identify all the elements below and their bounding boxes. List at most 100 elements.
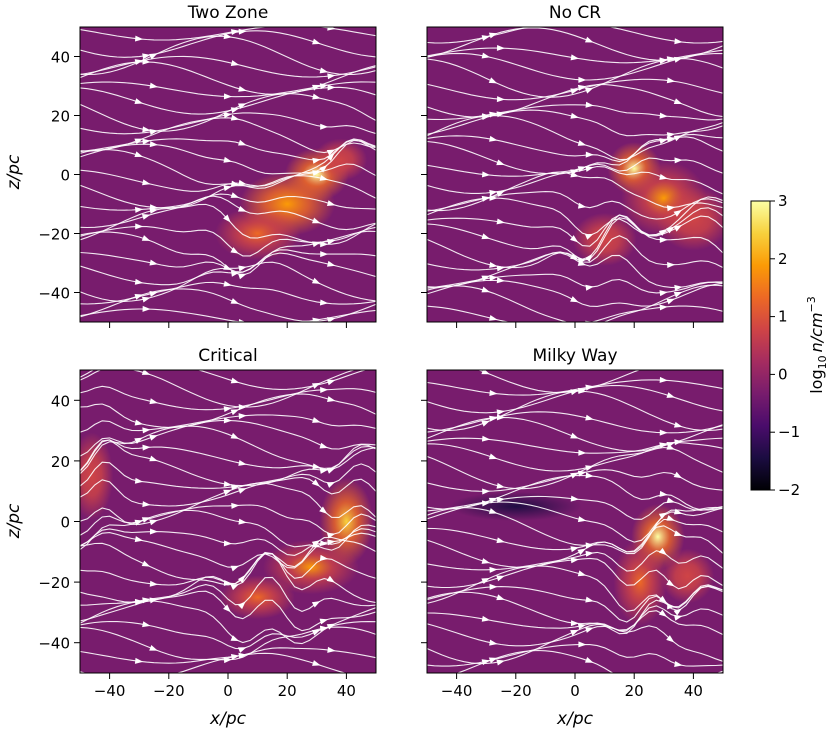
streamline-arrow — [134, 278, 144, 285]
streamline — [427, 273, 723, 294]
streamline-arrow — [238, 273, 247, 280]
streamline-arrow — [230, 584, 240, 591]
panels: 40 20 0 −20 −40 40 20 0 −20 −40 −40 −20 0 20 40 −40 −20 0… — [38, 26, 724, 700]
xtick-label: −20 — [500, 682, 532, 700]
dense-clump — [262, 539, 359, 595]
streamline-arrow — [142, 179, 151, 186]
streamline-arrow — [489, 135, 498, 142]
streamline-arrow — [319, 299, 329, 306]
xtick-label: 40 — [337, 682, 356, 700]
streamline-arrow — [142, 53, 151, 60]
dense-clump — [660, 548, 715, 604]
colorbar-tick-label: 1 — [778, 308, 788, 326]
streamline-arrow — [327, 27, 336, 31]
streamline-arrow — [327, 396, 336, 402]
streamline-arrow — [238, 652, 247, 659]
streamline-arrow — [326, 153, 335, 162]
streamline-arrow — [578, 76, 587, 83]
streamline-arrow — [585, 627, 594, 633]
streamline — [427, 27, 723, 61]
streamline-arrow — [319, 554, 329, 561]
streamline-arrow — [223, 489, 232, 496]
streamline — [427, 643, 723, 667]
streamline-arrow — [666, 132, 676, 139]
ytick-label: 20 — [51, 108, 70, 126]
streamline-arrow — [481, 171, 491, 178]
streamline-arrow — [312, 170, 321, 177]
streamline-arrow — [238, 85, 247, 92]
streamline-arrow — [674, 38, 683, 45]
colorbar: 3 2 1 0 −1 −2 — [750, 192, 800, 499]
streamline-arrow — [659, 490, 668, 497]
streamline-arrow — [312, 317, 321, 322]
streamline-arrow — [134, 35, 144, 42]
field-streamlines — [427, 356, 723, 673]
streamline-arrow — [149, 53, 158, 60]
streamline-arrow — [577, 202, 587, 209]
streamline — [80, 647, 376, 664]
streamline-arrow — [312, 417, 321, 423]
streamline-arrow — [666, 77, 676, 84]
streamline-arrow — [496, 409, 505, 416]
streamline-arrow — [311, 382, 321, 389]
streamline-arrow — [577, 140, 587, 146]
streamline — [80, 439, 376, 472]
streamline-arrow — [489, 194, 498, 201]
streamline-arrow — [496, 537, 505, 544]
streamline-arrow — [481, 577, 490, 584]
streamline-arrow — [585, 284, 594, 291]
ylabel-bottom: z/pc — [4, 503, 24, 539]
streamline — [80, 461, 376, 489]
streamline-arrow — [666, 515, 675, 521]
streamline — [80, 504, 376, 536]
streamline — [427, 442, 723, 472]
streamline-arrow — [666, 497, 676, 504]
streamline-arrow — [584, 233, 594, 240]
streamline-arrow — [230, 377, 240, 384]
streamline — [427, 501, 723, 543]
dense-clump — [656, 186, 723, 251]
streamline — [427, 115, 723, 161]
streamline-arrow — [674, 356, 682, 363]
streamline — [456, 649, 723, 673]
streamline-arrow — [577, 84, 587, 91]
streamline-arrow — [326, 481, 336, 488]
streamline-arrow — [666, 579, 675, 587]
streamline-arrow — [149, 597, 158, 604]
streamline-arrow — [327, 646, 336, 653]
streamline-arrow — [223, 156, 232, 163]
streamline — [80, 509, 376, 551]
streamline-arrow — [319, 442, 329, 449]
streamline — [80, 27, 376, 41]
streamline-arrow — [149, 207, 158, 214]
streamline — [427, 104, 723, 121]
streamline-arrow — [238, 488, 247, 494]
streamline-arrow — [238, 28, 247, 35]
streamline — [80, 252, 376, 286]
ylabel-top: z/pc — [4, 154, 24, 190]
streamline-arrow — [673, 530, 683, 537]
dense-clump — [613, 538, 667, 626]
streamline-arrow — [496, 277, 505, 284]
streamline-arrow — [578, 641, 587, 648]
streamline-arrow — [482, 488, 491, 495]
streamline — [80, 532, 376, 569]
streamline-arrow — [326, 575, 335, 583]
streamline-arrow — [577, 623, 587, 630]
streamline-arrow — [659, 304, 668, 311]
streamline-arrow — [578, 449, 587, 456]
streamline-arrow — [496, 594, 505, 601]
streamline-arrow — [319, 540, 329, 547]
streamline — [80, 652, 347, 673]
streamline-arrow — [149, 398, 158, 405]
streamline-arrow — [570, 495, 579, 502]
panel-critical: 40 20 0 −20 −40 −40 −20 0 20 40 — [38, 360, 377, 700]
streamline-arrow — [149, 519, 158, 526]
streamline-arrow — [135, 360, 143, 367]
colorbar-tick-label: −1 — [778, 423, 800, 441]
streamline — [80, 393, 376, 428]
streamline-arrow — [141, 370, 151, 375]
streamline-arrow — [658, 595, 667, 604]
streamline — [80, 370, 357, 408]
streamline — [80, 476, 376, 507]
